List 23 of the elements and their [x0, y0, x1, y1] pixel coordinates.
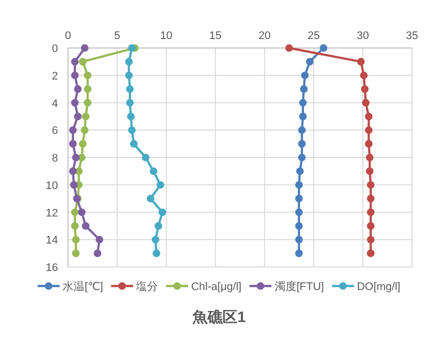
- legend-label: 水温[℃]: [62, 280, 104, 293]
- y-tick-label: 10: [46, 180, 58, 192]
- x-tick-label: 35: [406, 30, 418, 42]
- legend-label: Chl-a[μg/l]: [191, 281, 242, 293]
- x-tick-label: 20: [258, 30, 271, 42]
- y-tick-label: 8: [52, 152, 58, 164]
- y-tick-label: 6: [52, 125, 58, 138]
- y-tick-label: 16: [46, 262, 58, 274]
- y-tick-label: 0: [52, 43, 58, 55]
- legend-label: 塩分: [135, 281, 158, 293]
- text: 魚礁区1: [191, 309, 246, 326]
- x-tick-label: 5: [114, 30, 120, 42]
- y-tick-label: 2: [52, 70, 58, 82]
- x-tick-label: 10: [160, 30, 172, 42]
- x-tick-label: 0: [64, 30, 72, 42]
- x-tick-label: 25: [308, 30, 320, 42]
- x-tick-label: 30: [356, 30, 369, 42]
- y-tick-label: 12: [46, 207, 58, 220]
- y-tick-label: 4: [52, 98, 58, 110]
- legend-label: DO[mg/l]: [356, 281, 400, 293]
- legend-label: 濁度[FTU]: [274, 280, 324, 293]
- y-tick-label: 14: [46, 234, 58, 247]
- x-tick-label: 15: [209, 30, 222, 42]
